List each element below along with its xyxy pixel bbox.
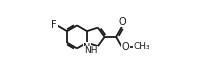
Text: O: O — [117, 17, 125, 27]
Text: CH₃: CH₃ — [133, 42, 149, 51]
Text: O: O — [121, 42, 129, 52]
Text: F: F — [51, 20, 57, 30]
Text: NH: NH — [84, 46, 97, 55]
Text: N: N — [83, 43, 90, 53]
